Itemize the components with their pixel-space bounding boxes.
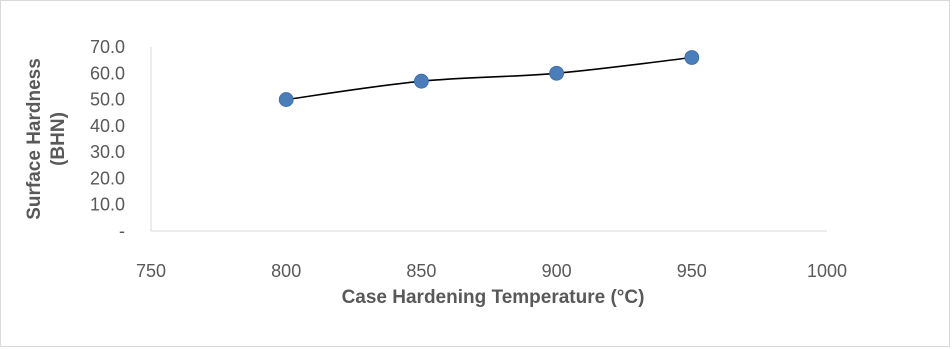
y-tick-label: 20.0 [90, 168, 125, 188]
x-tick-labels: 750 800 850 900 950 1000 [136, 261, 847, 281]
x-tick-label: 1000 [807, 261, 847, 281]
x-tick-label: 850 [406, 261, 436, 281]
y-tick-label: 30.0 [90, 142, 125, 162]
x-tick-label: 750 [136, 261, 166, 281]
x-axis-title: Case Hardening Temperature (°C) [342, 287, 645, 308]
data-point [414, 74, 428, 88]
y-tick-label: 10.0 [90, 195, 125, 215]
y-tick-label: 60.0 [90, 63, 125, 83]
y-tick-label: 40.0 [90, 116, 125, 136]
x-tick-label: 800 [271, 261, 301, 281]
y-tick-label: - [119, 221, 125, 241]
y-tick-label: 50.0 [90, 90, 125, 110]
data-point [550, 66, 564, 80]
plot-area [279, 51, 699, 107]
axes [151, 47, 827, 231]
y-axis-title-line-1: Surface Hardness [24, 58, 45, 220]
series-curve [286, 58, 692, 100]
x-tick-label: 950 [677, 261, 707, 281]
y-axis-title-line-2: (BHN) [48, 112, 69, 166]
y-tick-label: 70.0 [90, 37, 125, 57]
data-point [279, 93, 293, 107]
data-point [685, 51, 699, 65]
x-tick-label: 900 [542, 261, 572, 281]
y-tick-labels: - 10.0 20.0 30.0 40.0 50.0 60.0 70.0 [90, 37, 125, 241]
y-axis-title: Surface Hardness (BHN) [24, 58, 69, 220]
